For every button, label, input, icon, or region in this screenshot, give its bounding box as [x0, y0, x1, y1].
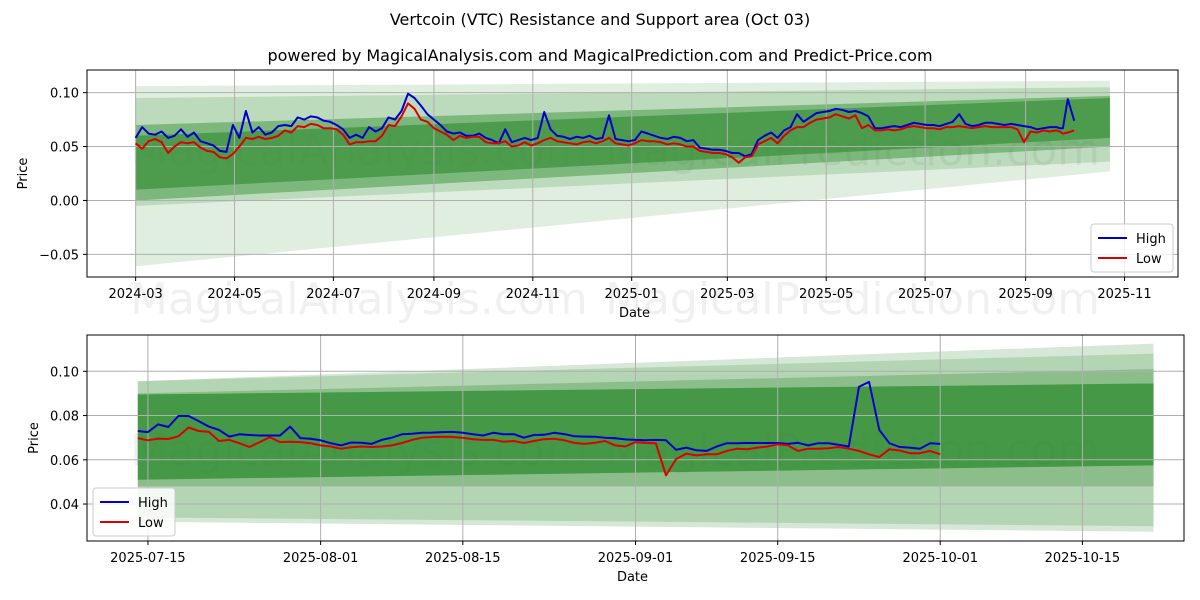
- x-tick-label: 2025-08-15: [425, 551, 501, 566]
- top-chart-axes: MagicalAnalysis.com MagicalPrediction.com…: [16, 69, 1179, 325]
- series-line-high: [137, 380, 941, 452]
- x-tick-label: 2025-07: [898, 287, 952, 302]
- chart-subtitle: powered by MagicalAnalysis.com and Magic…: [267, 46, 933, 65]
- series-line-high: [134, 92, 1076, 158]
- y-tick-label: −0.05: [39, 248, 79, 263]
- legend-label-high: High: [138, 496, 168, 511]
- x-axis-label: Date: [617, 570, 648, 585]
- legend-box: [1090, 223, 1174, 273]
- y-axis-label: Price: [27, 422, 42, 454]
- y-tick-label: 0.04: [50, 498, 79, 513]
- x-tick-label: 2024-05: [207, 287, 261, 302]
- legend-label-low: Low: [1136, 252, 1162, 267]
- x-tick-label: 2025-08-01: [283, 551, 359, 566]
- x-tick-label: 2025-09-15: [740, 551, 816, 566]
- x-tick-label: 2025-07-15: [110, 551, 186, 566]
- chart-title: Vertcoin (VTC) Resistance and Support ar…: [389, 10, 811, 29]
- x-tick-label: 2025-10-01: [902, 551, 978, 566]
- legend: High Low: [1090, 223, 1174, 273]
- x-tick-label: 2025-05: [799, 287, 853, 302]
- x-tick-label: 2025-09: [998, 287, 1052, 302]
- y-tick-label: 0.10: [50, 87, 79, 102]
- y-tick-label: 0.00: [50, 194, 79, 209]
- y-axis-label: Price: [16, 158, 31, 190]
- x-tick-label: 2025-09-01: [598, 551, 674, 566]
- y-tick-label: 0.06: [50, 454, 79, 469]
- series-line-low: [134, 102, 1075, 164]
- x-tick-label: 2024-03: [108, 287, 162, 302]
- x-tick-label: 2024-11: [506, 287, 560, 302]
- legend: High Low: [92, 487, 176, 537]
- watermark-text: MagicalPrediction.com: [605, 274, 1100, 325]
- x-tick-label: 2025-01: [605, 287, 659, 302]
- x-axis-label: Date: [619, 306, 650, 321]
- bottom-chart-axes: MagicalAnalysis.comMagicalPrediction.com…: [27, 334, 1185, 585]
- legend-label-low: Low: [138, 516, 164, 531]
- legend-box: [92, 487, 176, 537]
- x-tick-label: 2024-07: [306, 287, 360, 302]
- y-tick-label: 0.10: [50, 365, 79, 380]
- x-tick-label: 2024-09: [407, 287, 461, 302]
- series-line-low: [137, 426, 941, 477]
- axes-frame: [86, 69, 1179, 278]
- watermark-text: MagicalAnalysis.com: [130, 274, 588, 325]
- y-tick-label: 0.08: [50, 410, 79, 425]
- y-tick-label: 0.05: [50, 141, 79, 156]
- x-tick-label: 2025-10-15: [1045, 551, 1121, 566]
- x-tick-label: 2025-11: [1097, 287, 1151, 302]
- band-core-band: [137, 383, 1154, 480]
- legend-label-high: High: [1136, 232, 1166, 247]
- plot-area: [87, 335, 1184, 541]
- plot-area: [87, 70, 1178, 277]
- x-tick-label: 2025-03: [700, 287, 754, 302]
